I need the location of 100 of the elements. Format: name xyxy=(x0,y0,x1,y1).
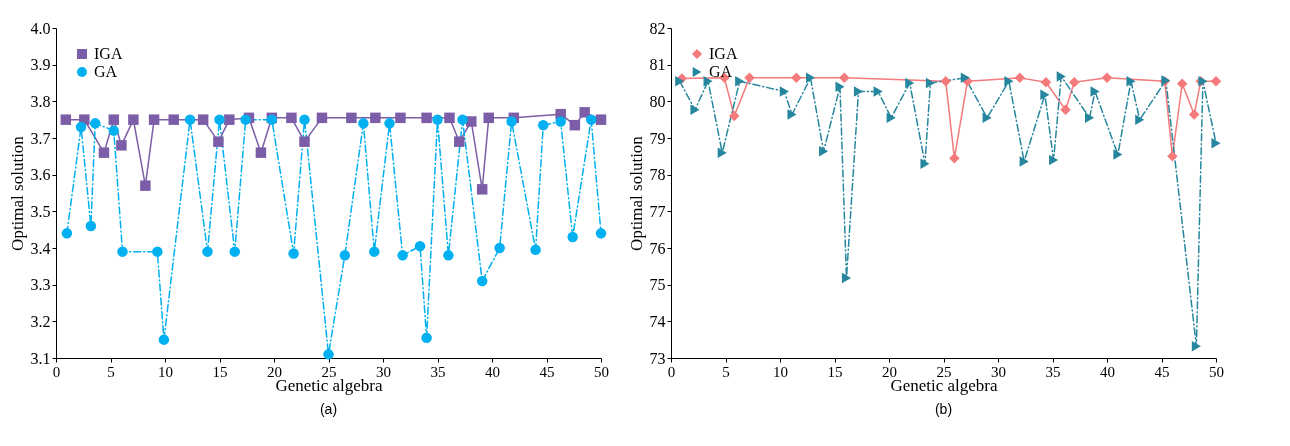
point xyxy=(395,112,406,124)
point xyxy=(98,147,110,158)
point xyxy=(432,114,443,125)
point xyxy=(1040,77,1052,88)
point xyxy=(184,114,196,125)
point xyxy=(213,136,224,147)
point xyxy=(787,109,797,120)
point xyxy=(506,116,517,127)
point xyxy=(108,114,120,125)
point xyxy=(224,114,235,125)
point xyxy=(1167,151,1178,162)
point xyxy=(1126,75,1136,87)
point xyxy=(1060,104,1071,116)
point xyxy=(1101,72,1113,84)
x-tick-label: 30 xyxy=(376,363,391,380)
y-tick-label: 3.1 xyxy=(30,349,51,367)
point xyxy=(703,75,713,87)
y-tick-label: 3.6 xyxy=(30,166,51,184)
point xyxy=(1135,114,1145,125)
point xyxy=(483,112,494,124)
y-tick-label: 3.5 xyxy=(30,202,51,220)
point xyxy=(90,118,101,129)
point xyxy=(214,114,225,125)
y-tick-label: 3.2 xyxy=(30,312,51,330)
point xyxy=(1113,149,1123,160)
x-tick-label: 0 xyxy=(667,363,676,380)
point xyxy=(567,231,578,243)
point xyxy=(148,114,160,125)
point xyxy=(1004,75,1014,87)
point xyxy=(476,275,488,287)
y-tick-label: 3.3 xyxy=(30,276,51,294)
point xyxy=(421,112,432,124)
point xyxy=(421,332,432,344)
y-tick-label: 4.0 xyxy=(30,19,51,37)
y-tick-label: 74 xyxy=(649,312,666,330)
point xyxy=(1085,112,1095,124)
point xyxy=(569,119,581,131)
point xyxy=(152,246,163,257)
point xyxy=(197,114,209,125)
point xyxy=(1069,77,1080,88)
point xyxy=(384,118,395,129)
point xyxy=(835,81,845,92)
x-tick-label: 35 xyxy=(430,363,446,380)
point xyxy=(873,86,883,97)
point xyxy=(397,250,408,261)
point xyxy=(940,75,951,87)
point xyxy=(1049,154,1059,166)
legend-label: IGA xyxy=(94,45,123,62)
point xyxy=(116,140,127,151)
legend-label: GA xyxy=(94,63,118,80)
point xyxy=(255,147,267,158)
point xyxy=(476,184,488,195)
point xyxy=(920,158,930,169)
point xyxy=(128,114,139,125)
point xyxy=(443,250,454,261)
point xyxy=(286,112,297,124)
point xyxy=(158,334,170,345)
x-tick-label: 50 xyxy=(1209,363,1224,380)
point xyxy=(1211,137,1221,149)
point xyxy=(75,121,87,133)
point xyxy=(744,72,755,84)
y-tick-label: 81 xyxy=(649,56,666,74)
point xyxy=(299,114,310,125)
x-tick-label: 25 xyxy=(936,363,952,380)
point xyxy=(886,112,896,124)
point xyxy=(555,116,566,127)
point xyxy=(690,104,700,116)
point xyxy=(839,72,850,84)
x-tick-label: 15 xyxy=(212,363,228,380)
y-tick-label: 78 xyxy=(649,166,666,184)
point xyxy=(60,114,72,125)
y-tick-label: 3.7 xyxy=(30,129,51,147)
point xyxy=(369,246,380,257)
x-tick-label: 35 xyxy=(1045,363,1061,380)
point xyxy=(735,75,745,87)
point xyxy=(323,349,334,360)
point xyxy=(202,246,213,257)
point xyxy=(537,119,549,131)
point xyxy=(140,180,151,191)
x-tick-label: 20 xyxy=(267,363,282,380)
point xyxy=(1188,109,1200,120)
legend-label: IGA xyxy=(709,45,738,62)
point xyxy=(346,112,357,124)
point xyxy=(240,114,251,125)
point xyxy=(61,228,73,239)
x-tick-label: 0 xyxy=(52,363,61,380)
point xyxy=(925,77,935,89)
point xyxy=(1014,72,1026,84)
y-tick-label: 79 xyxy=(649,129,666,147)
y-tick-label: 82 xyxy=(649,19,666,37)
point xyxy=(85,220,97,232)
y-axis-title: Optimal solution xyxy=(626,135,646,251)
point xyxy=(288,248,299,259)
point xyxy=(805,72,816,84)
x-tick-label: 25 xyxy=(321,363,337,380)
point xyxy=(530,244,541,256)
point xyxy=(1056,71,1066,82)
point xyxy=(595,228,607,239)
text: (a) xyxy=(319,401,338,417)
y-tick-label: 76 xyxy=(649,239,666,257)
